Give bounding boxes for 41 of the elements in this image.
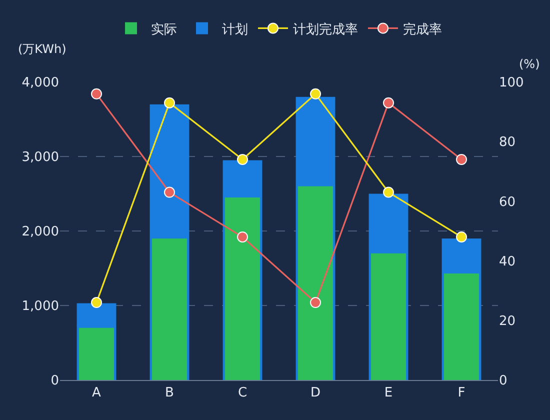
x-tick-label: D — [310, 386, 321, 401]
y2-tick-label: 40 — [499, 254, 516, 270]
bar — [78, 328, 114, 380]
point — [456, 154, 467, 165]
point — [164, 97, 175, 108]
point — [91, 88, 102, 100]
y2-tick-label: 80 — [499, 135, 516, 150]
legend-label: 实际 — [151, 22, 177, 38]
point — [164, 186, 175, 198]
y2-tick-label: 0 — [499, 374, 508, 389]
y-tick-label: 2,000 — [22, 224, 59, 240]
y-tick-label: 4,000 — [22, 76, 59, 91]
x-tick-label: F — [458, 386, 466, 401]
point — [456, 231, 467, 242]
point — [91, 297, 102, 308]
legend-label: 完成率 — [403, 21, 442, 38]
y-tick-label: 1,000 — [22, 299, 59, 314]
bar — [298, 186, 334, 380]
legend-label: 计划完成率 — [293, 21, 358, 38]
y2-tick-label: 20 — [499, 314, 516, 329]
y2-tick-label: 100 — [499, 76, 524, 91]
x-tick-label: A — [92, 386, 102, 401]
point — [310, 297, 321, 308]
point — [310, 88, 321, 100]
point — [237, 231, 248, 242]
y2-axis-title: (%) — [519, 57, 540, 71]
y2-tick-label: 60 — [499, 194, 516, 210]
x-tick-label: B — [165, 386, 174, 401]
bar — [152, 238, 188, 380]
y-tick-label: 0 — [50, 374, 59, 389]
x-tick-label: C — [238, 386, 248, 401]
x-tick-label: E — [384, 386, 393, 401]
point — [237, 154, 248, 165]
y-axis-title: (万KWh) — [18, 42, 66, 56]
bar — [370, 253, 406, 380]
bar — [224, 197, 260, 380]
point — [383, 186, 394, 198]
y-tick-label: 3,000 — [22, 150, 59, 166]
bar — [444, 273, 480, 380]
point — [383, 97, 394, 108]
legend-label: 计划 — [222, 22, 248, 38]
